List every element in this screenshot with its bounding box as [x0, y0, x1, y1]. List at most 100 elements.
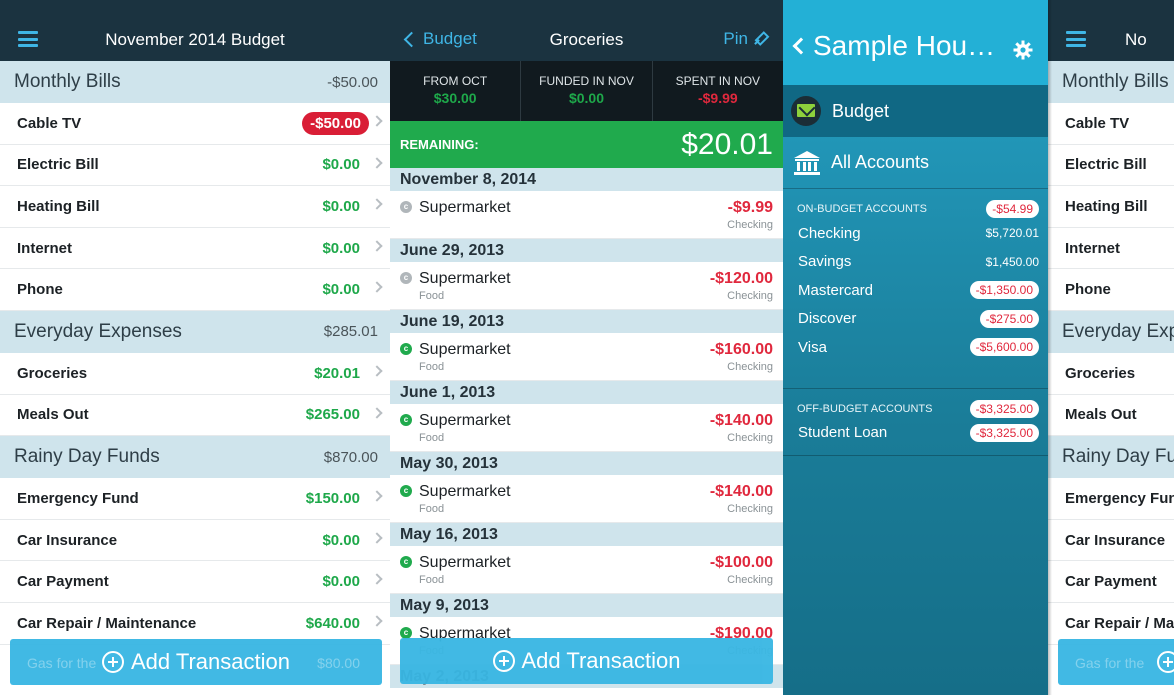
- transaction-row[interactable]: c Supermarket Food -$160.00 Checking: [390, 333, 783, 381]
- menu-icon[interactable]: [1066, 31, 1086, 47]
- summary-value: $30.00: [433, 90, 477, 106]
- category-row[interactable]: Phone: [1048, 269, 1174, 311]
- category-group-header[interactable]: Everyday Expe: [1048, 310, 1174, 353]
- transaction-account: Checking: [727, 361, 773, 373]
- summary-column: SPENT IN NOV -$9.99: [653, 61, 783, 121]
- cleared-icon[interactable]: c: [400, 485, 412, 497]
- transaction-amount: -$140.00: [709, 483, 773, 500]
- category-row[interactable]: Groceries: [1048, 353, 1174, 395]
- page-title: Groceries: [549, 30, 624, 49]
- category-row[interactable]: Heating Bill $0.00: [0, 186, 390, 228]
- category-balance: -$50.00: [302, 111, 369, 135]
- category-row[interactable]: Groceries $20.01: [0, 353, 390, 395]
- category-row[interactable]: Meals Out $265.00: [0, 395, 390, 437]
- cleared-icon[interactable]: c: [400, 272, 412, 284]
- account-balance: -$1,350.00: [969, 281, 1039, 300]
- category-name: Car Insurance: [17, 531, 118, 549]
- back-label: Budget: [423, 29, 477, 48]
- back-button[interactable]: Budget: [402, 29, 477, 49]
- category-group-header[interactable]: Monthly Bills: [1048, 61, 1174, 103]
- category-row[interactable]: Meals Out: [1048, 395, 1174, 437]
- account-row[interactable]: Checking $5,720.01: [783, 219, 1048, 248]
- plus-circle-icon: [492, 650, 515, 672]
- transaction-payee: Supermarket: [419, 270, 511, 287]
- category-row[interactable]: Cable TV: [1048, 103, 1174, 145]
- category-row[interactable]: Cable TV -$50.00: [0, 103, 390, 145]
- category-row[interactable]: Car Insurance $0.00: [0, 520, 390, 562]
- account-name: Mastercard: [798, 281, 874, 299]
- side-menu-panel: Sample Hou… Budget: [783, 0, 1048, 695]
- chevron-right-icon: [371, 198, 383, 210]
- transaction-row[interactable]: c Supermarket Food -$100.00 Checking: [390, 546, 783, 594]
- category-group-header[interactable]: Rainy Day Fur: [1048, 436, 1174, 479]
- transaction-payee: Supermarket: [419, 341, 511, 358]
- category-row[interactable]: Electric Bill $0.00: [0, 145, 390, 187]
- category-name: Heating Bill: [17, 197, 100, 215]
- transaction-category: Food: [419, 290, 445, 302]
- menu-icon[interactable]: [18, 31, 38, 47]
- transaction-row[interactable]: c Supermarket -$9.99 Checking: [390, 191, 783, 239]
- add-transaction-button[interactable]: Add Transaction: [400, 638, 773, 684]
- category-row[interactable]: Internet: [1048, 228, 1174, 270]
- account-row[interactable]: Savings $1,450.00: [783, 248, 1048, 277]
- category-name: Cable TV: [17, 114, 82, 132]
- group-amount: $870.00: [323, 448, 378, 466]
- group-name: Everyday Expe: [1062, 320, 1174, 342]
- transaction-amount: -$100.00: [709, 554, 773, 571]
- budget-file-back-button[interactable]: Sample Hou…: [792, 30, 995, 62]
- transaction-row[interactable]: c Supermarket Food -$120.00 Checking: [390, 262, 783, 310]
- category-row[interactable]: Emergency Fund $150.00: [0, 478, 390, 520]
- add-transaction-label: Add Transaction: [521, 648, 681, 673]
- cleared-icon[interactable]: c: [400, 414, 412, 426]
- menu-item-label: Budget: [832, 100, 890, 121]
- transaction-amount: -$9.99: [727, 199, 773, 216]
- transaction-account: Checking: [727, 219, 773, 231]
- off-budget-header: OFF-BUDGET ACCOUNTS -$3,325.00: [783, 389, 1048, 419]
- category-name: Meals Out: [1065, 406, 1137, 424]
- account-row[interactable]: Student Loan -$3,325.00: [783, 419, 1048, 448]
- summary-value: -$9.99: [697, 90, 738, 106]
- category-row[interactable]: Emergency Fun: [1048, 478, 1174, 520]
- account-row[interactable]: Mastercard -$1,350.00: [783, 276, 1048, 305]
- category-row[interactable]: Heating Bill: [1048, 186, 1174, 228]
- transaction-row[interactable]: c Supermarket Food -$140.00 Checking: [390, 475, 783, 523]
- category-group-header[interactable]: Everyday Expenses $285.01: [0, 310, 390, 353]
- pin-button[interactable]: Pin: [723, 29, 767, 49]
- date-header: June 1, 2013: [390, 381, 783, 404]
- category-group-header[interactable]: Monthly Bills -$50.00: [0, 61, 390, 103]
- cleared-icon[interactable]: c: [400, 343, 412, 355]
- cleared-icon[interactable]: c: [400, 201, 412, 213]
- category-list: Monthly Bills Cable TV Electric Bill Heatin…: [1048, 61, 1174, 645]
- menu-item-budget[interactable]: Budget: [783, 85, 1048, 137]
- add-transaction-button[interactable]: Gas for the $80.00 Add Transaction: [10, 639, 382, 685]
- add-transaction-button[interactable]: Gas for the: [1058, 639, 1174, 685]
- ghost-category-value: $80.00: [317, 655, 360, 671]
- account-row[interactable]: Discover -$275.00: [783, 305, 1048, 334]
- transaction-row[interactable]: c Supermarket Food -$140.00 Checking: [390, 404, 783, 452]
- account-name: Discover: [798, 310, 857, 328]
- page-title: No: [1125, 30, 1147, 49]
- category-row[interactable]: Car Insurance: [1048, 520, 1174, 562]
- category-name: Phone: [17, 281, 63, 299]
- chevron-right-icon: [371, 156, 383, 169]
- page-title: November 2014 Budget: [105, 30, 285, 49]
- category-row[interactable]: Phone $0.00: [0, 269, 390, 311]
- chevron-right-icon: [371, 490, 383, 502]
- cleared-icon[interactable]: c: [400, 627, 412, 639]
- summary-label: SPENT IN NOV: [675, 74, 761, 88]
- category-row[interactable]: Car Payment: [1048, 561, 1174, 603]
- category-row[interactable]: Internet $0.00: [0, 228, 390, 270]
- category-group-header[interactable]: Rainy Day Funds $870.00: [0, 436, 390, 479]
- off-budget-total-badge: -$3,325.00: [969, 399, 1039, 418]
- gear-icon[interactable]: [1013, 40, 1033, 60]
- category-row[interactable]: Car Payment $0.00: [0, 561, 390, 603]
- category-row[interactable]: Electric Bill: [1048, 145, 1174, 187]
- category-name: Electric Bill: [17, 156, 99, 174]
- cleared-icon[interactable]: c: [400, 556, 412, 568]
- account-row[interactable]: Visa -$5,600.00: [783, 333, 1048, 362]
- category-balance: $150.00: [305, 489, 360, 507]
- menu-item-all-accounts[interactable]: All Accounts: [783, 137, 1048, 189]
- on-budget-label: ON-BUDGET ACCOUNTS: [797, 203, 927, 215]
- date-header: June 29, 2013: [390, 239, 783, 262]
- account-balance: -$5,600.00: [969, 338, 1039, 357]
